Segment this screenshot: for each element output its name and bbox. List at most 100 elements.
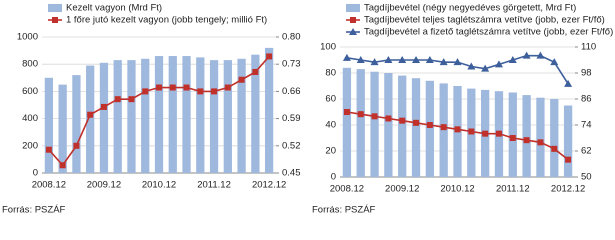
legend-swatch bbox=[346, 4, 360, 12]
x-tick-label: 2010.12 bbox=[142, 180, 176, 191]
line-marker bbox=[453, 58, 462, 66]
y-tick-label: 1000 bbox=[17, 32, 38, 43]
x-tick-label: 2010.12 bbox=[440, 184, 474, 195]
line-marker bbox=[343, 109, 350, 115]
bar bbox=[154, 56, 164, 173]
line-marker bbox=[197, 88, 204, 95]
line-marker bbox=[142, 88, 149, 95]
y2-tick-label: 110 bbox=[581, 42, 596, 53]
line-marker bbox=[482, 130, 489, 137]
legend-label: Tagdíjbevétel a fizető taglétszámra vetí… bbox=[364, 27, 613, 38]
y-tick-label: 600 bbox=[22, 86, 38, 97]
line-marker bbox=[100, 103, 107, 110]
x-tick-label: 2009.12 bbox=[87, 180, 121, 191]
line-marker bbox=[508, 56, 517, 63]
bar bbox=[141, 58, 150, 174]
y2-tick-label: 0.59 bbox=[282, 113, 301, 124]
line-marker bbox=[156, 84, 162, 91]
bar bbox=[522, 95, 531, 177]
bar bbox=[182, 56, 191, 173]
bar bbox=[439, 83, 448, 177]
line-marker bbox=[384, 56, 393, 63]
line-marker bbox=[370, 58, 379, 66]
line-marker bbox=[440, 124, 447, 131]
y2-tick-label: 74 bbox=[581, 120, 592, 131]
y2-tick-label: 98 bbox=[581, 68, 592, 79]
line-marker bbox=[183, 84, 190, 91]
line-marker bbox=[349, 28, 357, 35]
bar bbox=[58, 84, 67, 173]
bar bbox=[563, 105, 573, 177]
y2-tick-label: 0.80 bbox=[282, 32, 301, 43]
line-marker bbox=[425, 56, 434, 63]
line-marker bbox=[481, 64, 490, 72]
bar bbox=[370, 71, 379, 177]
x-tick-label: 2009.12 bbox=[385, 184, 419, 195]
line-marker bbox=[398, 56, 407, 63]
line-marker bbox=[565, 156, 572, 163]
line-marker bbox=[52, 17, 58, 23]
y-tick-label: 400 bbox=[22, 113, 38, 124]
bar bbox=[536, 97, 545, 177]
bar bbox=[508, 92, 517, 177]
bar bbox=[398, 75, 407, 177]
y-tick-label: 60 bbox=[325, 94, 336, 105]
bar bbox=[356, 69, 365, 177]
y2-tick-label: 50 bbox=[581, 172, 592, 183]
y-tick-label: 800 bbox=[22, 59, 38, 70]
x-tick-label: 2008.12 bbox=[330, 184, 364, 195]
bar bbox=[251, 54, 260, 173]
bar bbox=[113, 60, 122, 174]
y-tick-label: 80 bbox=[325, 68, 336, 79]
source: Forrás: PSZÁF bbox=[2, 205, 66, 216]
y-tick-label: 20 bbox=[325, 146, 336, 157]
y2-tick-label: 0.73 bbox=[282, 59, 301, 70]
line-marker bbox=[522, 51, 531, 59]
y-tick-label: 40 bbox=[325, 120, 336, 131]
bar bbox=[127, 60, 136, 174]
line-marker bbox=[495, 130, 502, 137]
y-tick-label: 100 bbox=[320, 42, 336, 53]
bar bbox=[411, 78, 421, 177]
line-marker bbox=[252, 68, 259, 75]
y2-tick-label: 86 bbox=[581, 94, 592, 105]
line-marker bbox=[45, 146, 52, 153]
line-marker bbox=[87, 111, 94, 118]
bar bbox=[168, 56, 177, 173]
y2-tick-label: 0.66 bbox=[282, 86, 301, 97]
line-marker bbox=[509, 135, 516, 141]
line-marker bbox=[494, 60, 503, 68]
y-tick-label: 0 bbox=[331, 172, 336, 183]
line-marker bbox=[385, 115, 392, 122]
y-tick-label: 0 bbox=[33, 168, 38, 179]
bar bbox=[550, 99, 559, 177]
chart-page: 020040060080010000.450.520.590.660.730.8… bbox=[2, 3, 613, 216]
line-marker bbox=[413, 119, 420, 126]
x-tick-label: 2012.12 bbox=[551, 184, 585, 195]
bar bbox=[425, 80, 434, 177]
line-marker bbox=[439, 58, 448, 66]
bar bbox=[264, 47, 274, 173]
source: Forrás: PSZÁF bbox=[312, 205, 376, 216]
bar bbox=[99, 62, 109, 174]
legend-label: Kezelt vagyon (Mrd Ft) bbox=[66, 3, 162, 14]
line-marker bbox=[468, 128, 475, 135]
legend-label: Tagdíjbevétel (négy negyedéves görgetett… bbox=[364, 3, 576, 14]
line-marker bbox=[564, 79, 573, 87]
line-marker bbox=[454, 126, 461, 133]
line-marker bbox=[350, 17, 356, 23]
line-marker bbox=[73, 142, 80, 149]
line-marker bbox=[266, 53, 273, 60]
bar bbox=[196, 57, 205, 173]
line-marker bbox=[238, 76, 245, 83]
line-marker bbox=[211, 88, 218, 95]
bar bbox=[342, 67, 352, 177]
line-marker bbox=[536, 51, 545, 59]
bar bbox=[209, 60, 219, 174]
x-tick-label: 2011.12 bbox=[496, 184, 530, 195]
line-marker bbox=[523, 137, 530, 144]
line-marker bbox=[412, 56, 421, 63]
line-marker bbox=[356, 56, 365, 63]
line-marker bbox=[357, 111, 364, 118]
y2-tick-label: 62 bbox=[581, 146, 592, 157]
